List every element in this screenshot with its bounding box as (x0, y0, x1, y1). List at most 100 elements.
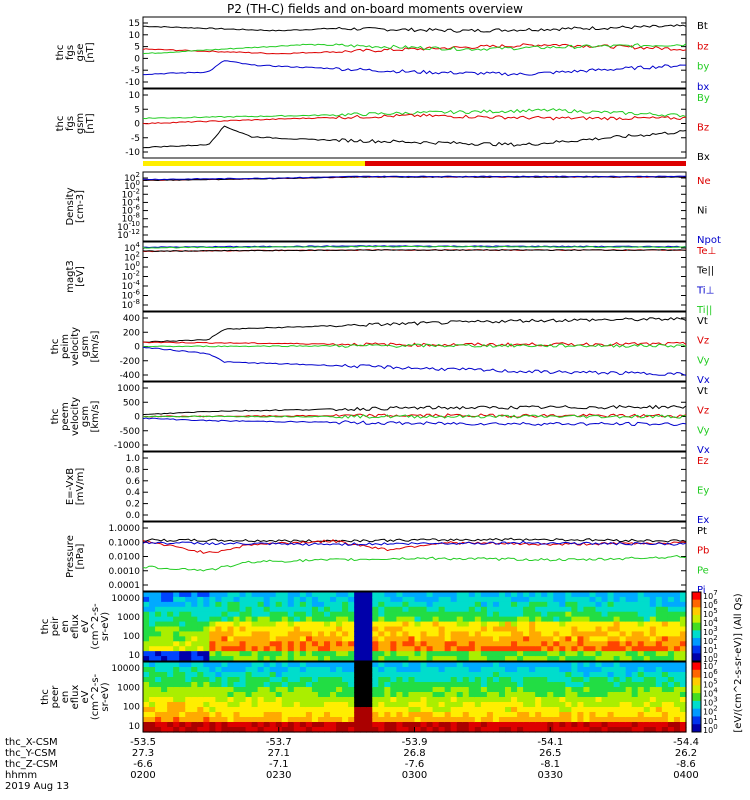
peir_spectrogram-cell (595, 641, 603, 647)
peir_spectrogram-cell (263, 631, 271, 637)
peir_spectrogram-cell (577, 616, 585, 623)
peir_spectrogram-cell (203, 592, 210, 598)
peir_spectrogram-cell (293, 611, 301, 618)
peer_spectrogram-cell (354, 687, 361, 693)
peir_spectrogram-cell (203, 606, 210, 613)
peir_spectrogram-cell (203, 611, 210, 618)
peir_spectrogram-cell (432, 596, 440, 603)
peir_spectrogram-cell (523, 646, 530, 652)
peer_spectrogram-cell (607, 682, 615, 688)
peir_spectrogram-cell (293, 636, 301, 642)
peir_spectrogram-cell (336, 636, 343, 642)
peir_spectrogram-cell (637, 646, 645, 652)
peer_spectrogram-cell (547, 682, 554, 688)
peer_spectrogram-cell (275, 687, 283, 693)
peir_spectrogram-cell (287, 636, 295, 642)
peir_spectrogram-cell (480, 651, 488, 657)
peir_spectrogram-cell (529, 626, 536, 633)
peer_spectrogram-cell (257, 722, 265, 728)
peir_spectrogram-cell (209, 646, 216, 652)
peir_spectrogram-cell (673, 626, 681, 633)
peer_spectrogram-cell (354, 672, 361, 678)
peir_spectrogram-cell (643, 596, 651, 603)
peir_spectrogram-cell (565, 631, 572, 637)
peer_spectrogram-cell (649, 722, 657, 728)
peir_spectrogram-cell (529, 646, 536, 652)
peer_spectrogram-cell (215, 697, 223, 703)
peir_spectrogram-cell (179, 616, 186, 623)
peer_spectrogram-cell (450, 722, 458, 728)
peer_spectrogram-cell (486, 707, 494, 713)
peir_spectrogram-cell (330, 616, 337, 623)
peir_spectrogram-cell (661, 626, 669, 633)
peer_spectrogram-cell (209, 692, 216, 698)
peir_spectrogram-cell (396, 636, 404, 642)
peer_spectrogram-cell (257, 687, 265, 693)
peer_spectrogram-cell (420, 722, 428, 728)
peer_spectrogram-cell (637, 667, 645, 673)
peer_spectrogram-cell (486, 717, 494, 723)
peer_spectrogram-cell (607, 677, 615, 683)
time-axis-value: -8.6 (676, 759, 696, 770)
peer_spectrogram-cell (667, 712, 675, 718)
peer_spectrogram-cell (679, 692, 687, 698)
peer_spectrogram-cell (571, 662, 578, 668)
pressure-legend-3: Pi (697, 585, 706, 596)
peer_spectrogram-cell (517, 702, 524, 708)
peir_spectrogram-cell (239, 616, 247, 623)
peir_spectrogram-cell (444, 636, 452, 642)
peir_spectrogram-cell (317, 636, 325, 642)
peir_spectrogram-cell (203, 636, 210, 642)
peer_spectrogram-cell (173, 697, 180, 703)
peir_spectrogram-cell (384, 646, 391, 652)
peer_spectrogram-cell (468, 667, 476, 673)
peer_spectrogram-cell (486, 712, 494, 718)
peir_spectrogram-cell (613, 631, 621, 637)
peir_spectrogram-cell (287, 616, 295, 623)
peer_spectrogram-cell (257, 727, 265, 733)
peir_spectrogram-cell (245, 601, 253, 608)
peer_spectrogram-cell (227, 707, 235, 713)
time-axis-value: -8.1 (540, 759, 560, 770)
peir_spectrogram-cell (529, 616, 536, 623)
peer_spectrogram-cell (372, 727, 379, 733)
temperature-ytick-label: 10-6 (122, 289, 141, 302)
peir_spectrogram-cell (311, 596, 319, 603)
peer_spectrogram-cell (167, 672, 174, 678)
peir_spectrogram-cell (631, 606, 639, 613)
peer_spectrogram-cell (438, 717, 446, 723)
peer_spectrogram-cell (360, 687, 367, 693)
peer_spectrogram-cell (179, 682, 186, 688)
peer_spectrogram-cell (161, 667, 168, 673)
peir_spectrogram-cell (233, 631, 241, 637)
peer_spectrogram-cell (661, 672, 669, 678)
peer_spectrogram-cell (342, 712, 349, 718)
peir_spectrogram-cell (535, 611, 542, 618)
peer_spectrogram-cell (667, 702, 675, 708)
peir_spectrogram-cell (523, 641, 530, 647)
peer_spectrogram-cell (456, 677, 464, 683)
peer_spectrogram-cell (402, 727, 410, 733)
peer_spectrogram-cell (444, 697, 452, 703)
fgs_gsm-ytick-label: 0 (134, 120, 140, 130)
peer_spectrogram-cell (378, 727, 385, 733)
peir_spectrogram-cell (619, 636, 627, 642)
peer_spectrogram-cell (625, 687, 633, 693)
efield-legend-2: Ex (697, 515, 709, 526)
peir_spectrogram-cell (281, 626, 289, 633)
peer_spectrogram-cell (239, 692, 247, 698)
peer_spectrogram-cell (432, 722, 440, 728)
peer_spectrogram-cell (553, 662, 560, 668)
peer_spectrogram-cell (511, 702, 518, 708)
peir_spectrogram-cell (571, 606, 578, 613)
peir_spectrogram-cell (390, 631, 397, 637)
peir_spectrogram-cell (577, 641, 585, 647)
peir_spectrogram-cell (517, 596, 524, 603)
peir_spectrogram-cell (414, 616, 422, 623)
peer_spectrogram-cell (269, 692, 277, 698)
peir_spectrogram-cell (414, 606, 422, 613)
peer_spectrogram-cell (245, 702, 253, 708)
peir_spectrogram-cell (408, 606, 416, 613)
peir_spectrogram-cell (535, 592, 542, 598)
peir_spectrogram-cell (257, 611, 265, 618)
